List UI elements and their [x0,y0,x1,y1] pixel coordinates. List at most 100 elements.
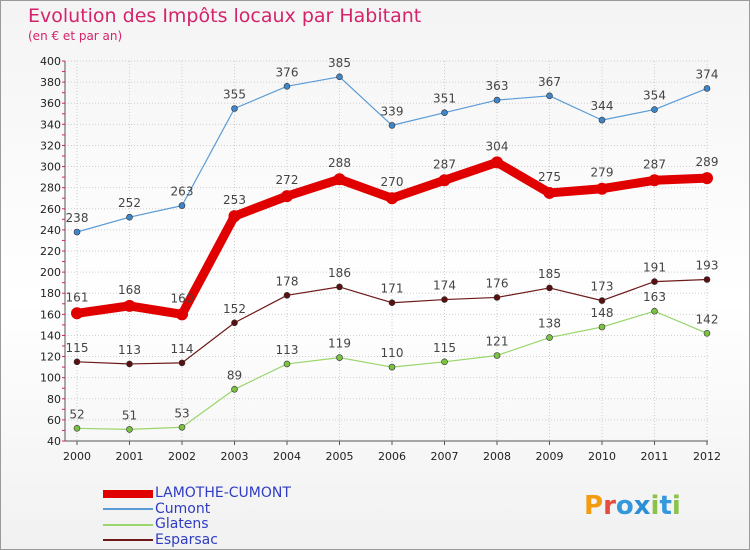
data-label: 53 [174,406,189,420]
x-tick-label: 2000 [63,450,91,463]
x-tick-label: 2003 [221,450,249,463]
data-label: 115 [66,341,89,355]
x-tick-label: 2002 [168,450,196,463]
data-point [493,96,501,104]
data-point [71,307,83,320]
logo-letter: o [615,491,634,521]
x-tick-label: 2006 [378,450,406,463]
y-tick-label: 380 [40,76,61,89]
legend-swatch [103,508,153,511]
data-label: 287 [643,157,666,171]
data-point [336,354,343,361]
y-tick-label: 260 [40,203,61,216]
data-label: 367 [538,75,561,89]
legend-swatch [103,539,153,542]
legend-swatch [103,523,153,526]
data-point [493,352,501,359]
data-label: 52 [69,407,84,421]
y-tick-label: 120 [40,351,61,364]
data-point [336,283,343,291]
data-point [73,425,81,432]
legend-label: Esparsac [155,531,218,548]
y-tick-label: 160 [40,308,61,321]
data-label: 374 [696,67,719,81]
data-point [231,385,238,393]
data-label: 376 [276,65,299,79]
data-point [123,299,136,312]
data-label: 193 [696,259,719,273]
data-label: 287 [433,157,456,171]
y-tick-label: 100 [40,372,61,385]
y-tick-label: 220 [40,245,61,258]
data-point [543,186,556,199]
data-label: 279 [591,166,614,180]
logo-letter: i [671,491,681,521]
data-point [333,173,346,186]
data-label: 174 [433,279,456,293]
y-tick-label: 140 [40,329,61,342]
data-point [388,363,396,371]
data-label: 163 [643,290,666,304]
data-label: 344 [591,99,614,113]
chart-title: Evolution des Impôts locaux par Habitant [28,5,422,27]
data-point [651,307,658,315]
data-point [546,334,553,341]
data-point [388,122,396,129]
data-point [336,73,343,81]
data-point [703,276,711,283]
data-point [283,83,291,90]
data-point [703,330,711,337]
data-label: 119 [328,337,351,351]
x-tick-label: 2012 [693,450,721,463]
data-label: 253 [223,193,246,207]
data-label: 272 [276,173,299,187]
y-tick-label: 360 [40,97,61,110]
data-label: 289 [696,155,719,169]
y-tick-label: 200 [40,266,61,279]
logo-letter: x [633,491,651,521]
x-tick-label: 2001 [116,450,144,463]
y-tick-label: 400 [40,55,61,68]
y-tick-label: 340 [40,118,61,131]
data-label: 161 [66,290,89,304]
data-label: 263 [171,185,194,199]
legend-swatch [103,489,153,498]
data-point [441,358,448,366]
data-label: 176 [486,276,509,290]
data-point [491,156,503,169]
proxiti-logo: Proxiti [584,491,681,521]
data-label: 138 [538,317,561,331]
data-point [648,174,661,187]
data-label: 110 [381,346,404,360]
data-label: 191 [643,261,666,275]
data-point [231,319,238,327]
y-tick-label: 180 [40,287,61,300]
data-label: 152 [223,302,246,316]
data-label: 304 [486,139,509,153]
data-point [73,358,81,366]
data-label: 270 [381,175,404,189]
data-point [701,172,713,185]
data-point [126,426,133,433]
x-tick-label: 2010 [588,450,616,463]
y-tick-label: 240 [40,224,61,237]
data-point [598,323,606,331]
data-point [126,360,133,368]
logo-letter: P [584,491,604,521]
data-point [441,109,448,117]
data-point [438,174,451,187]
data-label: 339 [381,104,404,118]
data-label: 51 [122,408,137,422]
data-label: 168 [118,283,141,297]
data-label: 171 [381,282,404,296]
y-tick-label: 300 [40,161,61,174]
data-point [596,182,608,195]
x-tick-label: 2004 [273,450,301,463]
data-label: 160 [171,291,194,305]
data-point [546,92,553,100]
data-point [281,190,293,203]
data-point [178,359,186,367]
data-label: 238 [66,211,89,225]
x-tick-label: 2005 [326,450,354,463]
